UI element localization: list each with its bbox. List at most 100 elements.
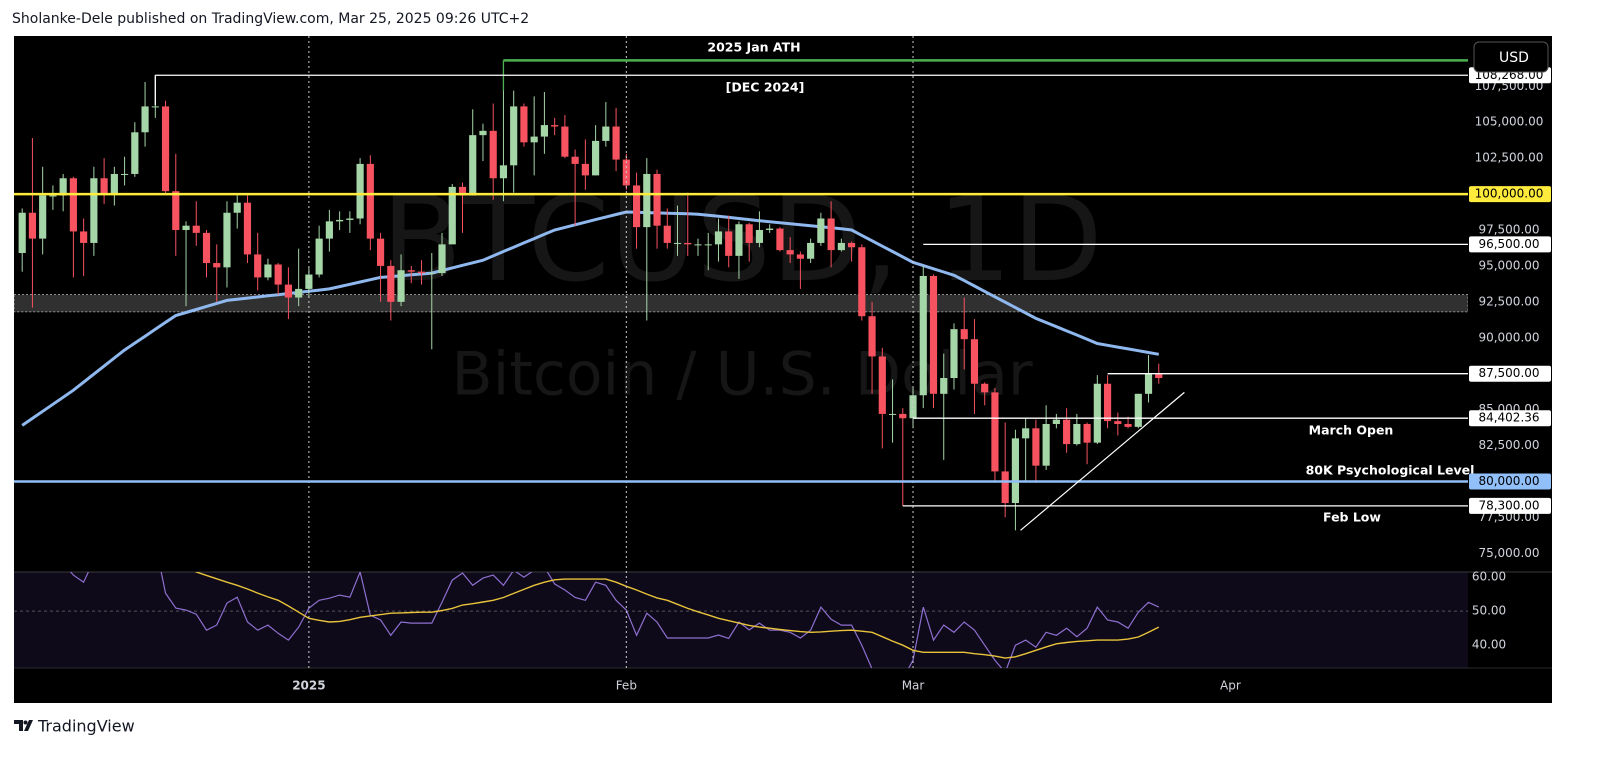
candle-body (284, 284, 293, 298)
brand: TradingView (37, 717, 135, 736)
y-tick-label: 82,500.00 (1478, 438, 1539, 452)
candle-body (561, 126, 569, 157)
currency-button-label[interactable]: USD (1499, 50, 1529, 66)
level-text: Feb Low (1323, 510, 1381, 525)
attribution: Sholanke-Dele published on TradingView.c… (12, 11, 529, 27)
watermark-description: Bitcoin / U.S. Dollar (451, 340, 1032, 410)
candle-body (796, 254, 804, 259)
candle-body (878, 356, 886, 414)
candle-body (612, 126, 620, 160)
currency-button[interactable]: USD (1473, 41, 1549, 73)
candle-body (274, 264, 282, 285)
candle-body (376, 238, 385, 266)
candle-body (39, 195, 47, 239)
trendline (1020, 391, 1185, 531)
candle-body (49, 195, 57, 197)
candle-body (1022, 428, 1030, 439)
candle-body (397, 270, 405, 302)
candle-body (704, 244, 712, 246)
level-text: [DEC 2024] (726, 80, 805, 95)
candle-body (530, 136, 538, 143)
candle-body (735, 224, 743, 256)
candle-body (295, 288, 303, 298)
rsi-tick-label: 40.00 (1472, 638, 1506, 652)
candle-body (592, 140, 600, 176)
candle-body (837, 242, 845, 251)
candle-body (131, 132, 139, 174)
level-axis-label: 80,000.00 (1478, 474, 1539, 488)
candle-body (714, 231, 723, 245)
x-tick-label: Apr (1220, 679, 1241, 693)
candle-body (899, 413, 907, 419)
candle-body (766, 228, 774, 230)
candle-body (1155, 373, 1163, 379)
candle-body (1032, 428, 1040, 466)
candle-body (458, 186, 467, 196)
candle-body (858, 247, 866, 317)
level-axis-box (1469, 186, 1551, 203)
candle-body (161, 106, 170, 192)
candle-body (59, 178, 67, 196)
candle-body (1124, 423, 1132, 427)
candle-body (1134, 393, 1142, 427)
candle-body (520, 106, 528, 143)
moving-average (21, 210, 1160, 427)
candle-body (807, 242, 815, 259)
candle-body (469, 135, 477, 196)
level-axis-label: 96,500.00 (1478, 237, 1539, 251)
candle-body (755, 229, 764, 243)
candle-body (448, 186, 456, 245)
candle-body (929, 275, 938, 394)
candle-body (121, 173, 129, 175)
level-axis-label: 100,000.00 (1475, 187, 1544, 201)
candle-body (223, 212, 231, 268)
y-tick-label: 92,500.00 (1478, 294, 1539, 308)
footer-logo: TradingView (14, 717, 135, 736)
candle-body (888, 413, 897, 415)
candle-body (182, 225, 190, 230)
candle-body (151, 106, 159, 108)
candle-body (1011, 438, 1020, 504)
candle-body (213, 263, 221, 268)
candle-body (776, 228, 784, 251)
candle-body (786, 250, 794, 255)
currency-button-box[interactable] (1473, 41, 1549, 73)
candle-body (407, 270, 415, 272)
candle-body (336, 219, 344, 222)
candle-body (489, 130, 497, 179)
y-tick-label: 97,500.00 (1478, 222, 1539, 236)
x-tick-label: Mar (902, 679, 925, 693)
candle-body (1144, 373, 1153, 394)
level-text: 2025 Jan ATH (707, 40, 800, 55)
candle-body (950, 329, 958, 379)
candle-body (510, 106, 518, 166)
candle-body (684, 242, 692, 245)
candle-body (817, 218, 825, 243)
candle-body (479, 130, 487, 136)
candle-body (602, 126, 610, 141)
candle-body (551, 125, 559, 127)
candle-body (653, 173, 661, 226)
rsi-tick-label: 50.00 (1472, 604, 1506, 618)
candle-body (325, 221, 333, 239)
candle-body (202, 232, 211, 264)
candle-body (919, 275, 927, 396)
candle-body (1063, 419, 1071, 445)
level-axis-label: 87,500.00 (1478, 366, 1539, 380)
rsi-pane (14, 572, 1468, 668)
candle-body (417, 271, 426, 274)
logo-dot (23, 720, 28, 725)
candle-body (243, 202, 252, 255)
candle-body (991, 392, 999, 472)
candle-body (632, 185, 641, 228)
candle-body (1114, 421, 1122, 424)
candle-body (1103, 383, 1112, 422)
candle-body (18, 212, 26, 253)
level-axis-box (1469, 473, 1551, 490)
y-tick-label: 75,000.00 (1478, 546, 1539, 560)
candle-body (141, 106, 149, 133)
candle-body (499, 165, 508, 179)
candle-body (970, 339, 979, 384)
candle-body (940, 378, 948, 394)
